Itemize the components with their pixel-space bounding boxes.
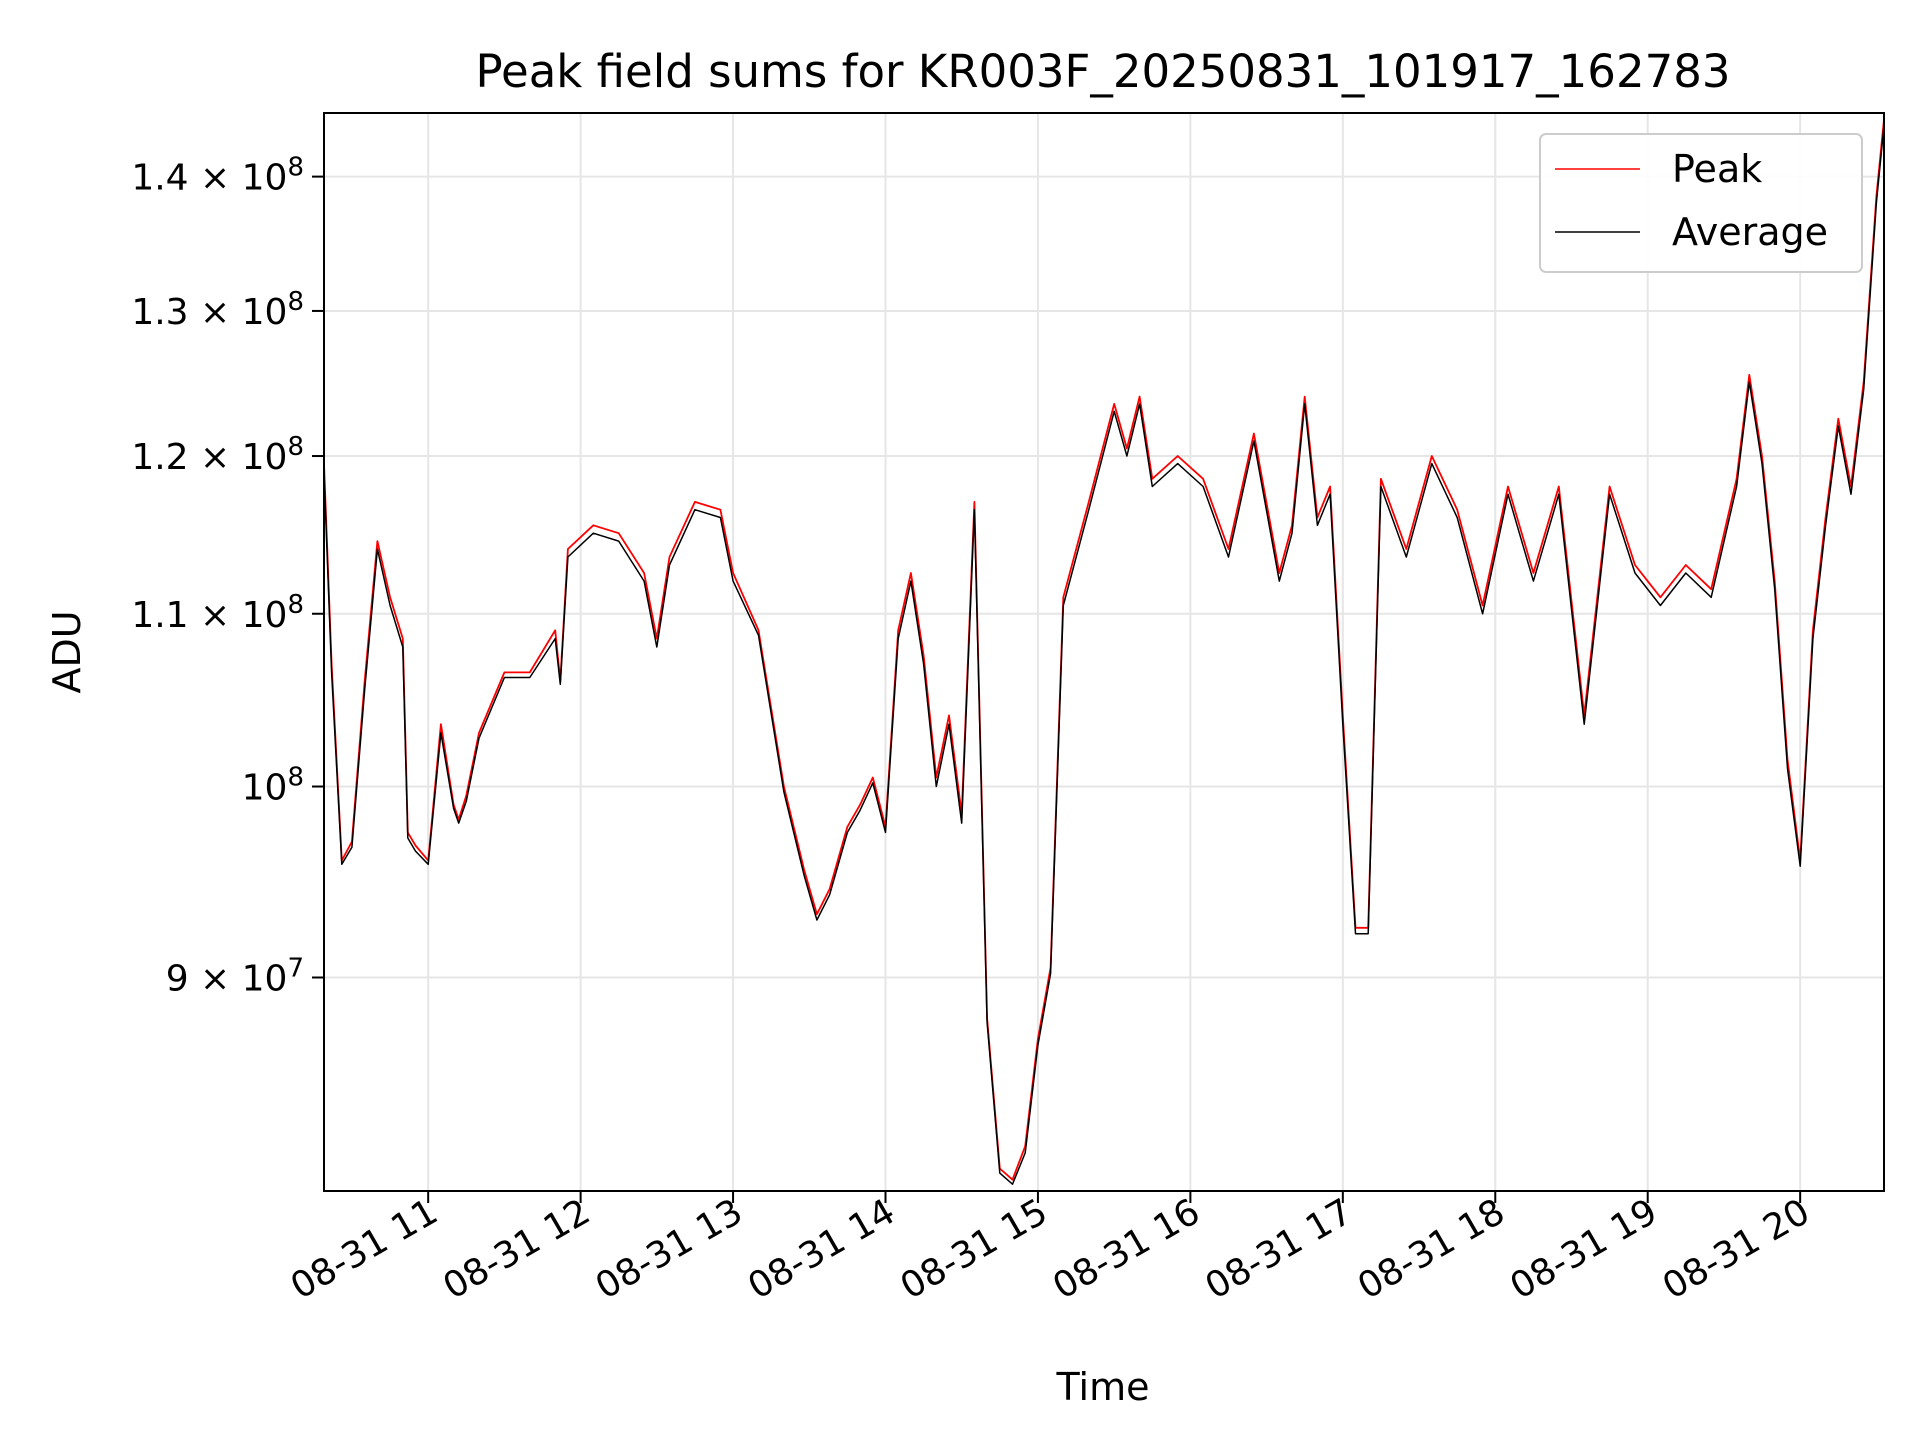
chart-title: Peak field sums for KR003F_20250831_1019… [476, 45, 1731, 98]
y-tick-label: 1.2 × 108 [131, 432, 304, 478]
legend-label-peak: Peak [1672, 147, 1762, 191]
legend-label-average: Average [1672, 210, 1828, 254]
y-tick-label: 1.3 × 108 [131, 287, 304, 333]
y-axis-label: ADU [45, 610, 89, 693]
legend: Peak Average [1539, 133, 1863, 273]
x-axis-label: Time [1056, 1365, 1150, 1409]
y-tick-label: 9 × 107 [166, 953, 304, 999]
series-line-peak [324, 119, 1884, 1181]
y-tick-label: 1.1 × 108 [131, 590, 304, 636]
grid [324, 113, 1884, 1191]
y-tick-label: 1.4 × 108 [131, 153, 304, 199]
plot-frame [323, 112, 1885, 1192]
plot-lines [324, 119, 1884, 1185]
series-line-average [324, 125, 1884, 1185]
